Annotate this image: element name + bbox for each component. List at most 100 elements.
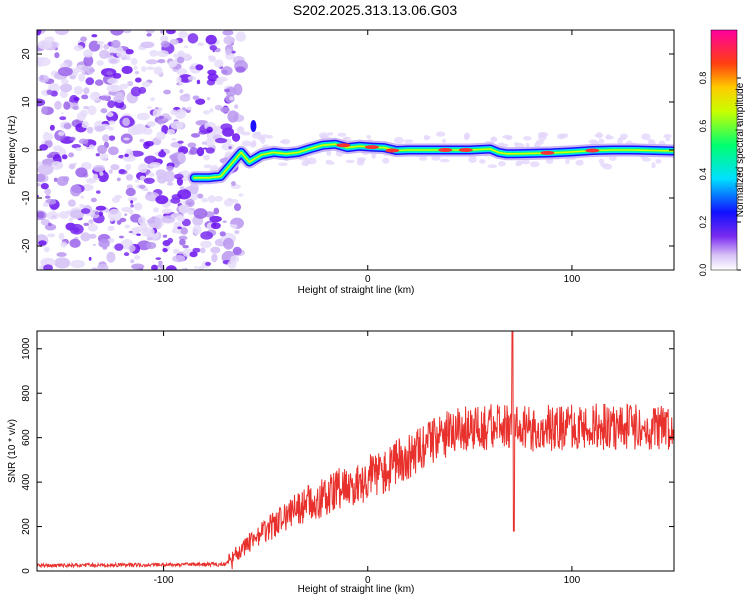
noise-blob xyxy=(605,135,614,140)
noise-blob xyxy=(178,235,188,241)
noise-blob xyxy=(110,30,124,36)
noise-blob xyxy=(187,33,199,44)
noise-blob xyxy=(249,141,256,148)
colorbar-label: Normalized spectral amplitude xyxy=(735,82,746,217)
spectrogram-ytick-label: 0 xyxy=(21,147,32,153)
colorbar-tick-label: 0.2 xyxy=(698,216,708,229)
noise-blob xyxy=(128,244,136,252)
noise-blob xyxy=(83,222,90,226)
noise-blob xyxy=(106,112,114,117)
noise-blob xyxy=(210,246,221,254)
noise-blob xyxy=(40,257,56,268)
noise-blob xyxy=(99,171,104,176)
noise-blob xyxy=(130,200,134,204)
noise-blob xyxy=(198,265,205,270)
noise-blob xyxy=(575,159,584,166)
noise-blob xyxy=(99,153,109,161)
noise-blob xyxy=(207,73,219,82)
noise-blob xyxy=(117,220,122,225)
noise-blob xyxy=(44,223,57,231)
noise-blob xyxy=(106,71,113,76)
noise-blob xyxy=(95,178,100,181)
noise-blob xyxy=(130,57,138,66)
noise-blob xyxy=(179,186,185,190)
noise-blob xyxy=(463,133,470,141)
noise-blob xyxy=(63,101,71,110)
noise-blob xyxy=(192,224,202,235)
noise-blob xyxy=(171,137,177,141)
noise-blob xyxy=(146,32,152,37)
noise-blob xyxy=(39,144,48,151)
noise-blob xyxy=(68,163,76,170)
noise-blob xyxy=(38,74,50,83)
colorbar-tick-label: 0.6 xyxy=(698,120,708,133)
noise-blob xyxy=(641,133,651,140)
noise-blob xyxy=(179,94,191,102)
noise-blob xyxy=(134,197,138,201)
noise-blob xyxy=(136,112,150,121)
noise-blob xyxy=(235,31,247,42)
noise-blob xyxy=(225,48,232,56)
noise-blob xyxy=(94,211,99,215)
noise-blob xyxy=(382,157,390,164)
noise-blob xyxy=(479,159,486,164)
noise-blob xyxy=(86,65,95,75)
noise-blob xyxy=(233,104,239,109)
noise-blob xyxy=(134,179,140,183)
snr-x-label: Height of straight line (km) xyxy=(298,584,415,595)
ridge-hotspot xyxy=(364,145,379,150)
noise-blob xyxy=(177,226,182,230)
noise-blob xyxy=(157,119,165,125)
noise-blob xyxy=(403,139,414,144)
noise-blob xyxy=(208,55,216,63)
noise-blob xyxy=(68,217,74,222)
noise-blob xyxy=(221,66,233,76)
snr-ytick-label: 0 xyxy=(21,568,32,574)
noise-blob xyxy=(45,195,51,199)
noise-blob xyxy=(207,69,217,76)
noise-blob xyxy=(189,66,196,70)
noise-blob xyxy=(165,165,174,171)
noise-blob xyxy=(235,66,246,73)
noise-blob xyxy=(468,156,477,164)
noise-blob xyxy=(565,158,570,165)
noise-blob xyxy=(75,167,88,178)
noise-blob xyxy=(134,77,142,83)
noise-blob xyxy=(206,97,211,101)
noise-blob xyxy=(164,170,175,183)
noise-blob xyxy=(180,227,189,235)
noise-blob xyxy=(203,164,212,169)
noise-blob xyxy=(102,134,110,142)
snr-y-axis: 0 200 400 600 800 1000 xyxy=(21,337,674,574)
noise-blob xyxy=(150,97,156,102)
noise-blob xyxy=(69,238,81,248)
noise-blob xyxy=(58,211,70,219)
noise-blob xyxy=(80,208,91,214)
snr-y-label: SNR (10 * v/v) xyxy=(7,419,18,483)
noise-blob xyxy=(306,157,317,165)
noise-blob xyxy=(227,260,237,269)
noise-blob xyxy=(60,241,68,248)
noise-blob xyxy=(174,173,184,180)
noise-blob xyxy=(620,133,628,139)
noise-blob xyxy=(211,253,218,263)
noise-blob xyxy=(91,34,98,38)
noise-blob xyxy=(40,219,51,226)
noise-blob xyxy=(203,154,210,161)
noise-blob xyxy=(214,137,228,144)
noise-blob xyxy=(498,161,506,167)
noise-blob xyxy=(125,163,132,171)
noise-blob xyxy=(595,131,603,139)
noise-blob xyxy=(88,144,95,150)
noise-blob xyxy=(371,152,377,159)
noise-blob xyxy=(80,195,85,199)
noise-blob xyxy=(209,215,222,223)
noise-blob xyxy=(37,183,42,187)
noise-blob xyxy=(180,170,191,182)
noise-blob xyxy=(59,116,67,121)
noise-blob xyxy=(556,133,566,140)
noise-blob xyxy=(127,80,134,87)
noise-blob xyxy=(161,208,173,214)
noise-blob xyxy=(222,30,234,36)
